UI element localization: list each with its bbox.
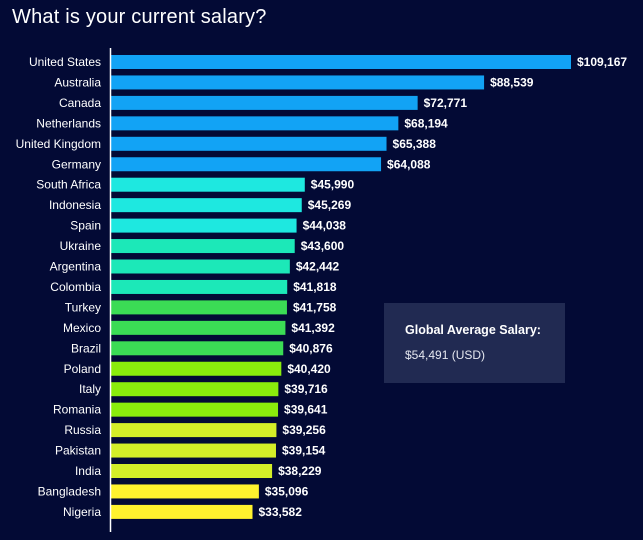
bar-pakistan xyxy=(111,443,276,458)
value-label: $41,392 xyxy=(291,321,335,335)
category-label: Brazil xyxy=(71,341,101,355)
global-average-box: Global Average Salary: $54,491 (USD) xyxy=(384,303,565,383)
bar-india xyxy=(111,464,273,478)
category-label: Mexico xyxy=(63,321,101,335)
bar-turkey xyxy=(111,300,287,315)
value-label: $33,582 xyxy=(259,505,303,519)
category-label: Germany xyxy=(52,157,101,171)
value-label: $39,154 xyxy=(282,444,326,458)
category-label: Spain xyxy=(70,219,101,233)
category-label: Colombia xyxy=(50,280,101,294)
bar-ukraine xyxy=(111,239,295,254)
value-label: $109,167 xyxy=(577,55,627,69)
bar-indonesia xyxy=(111,198,302,213)
bar-russia xyxy=(111,423,277,438)
global-average-title: Global Average Salary: xyxy=(405,323,541,337)
bar-romania xyxy=(111,402,279,417)
value-label: $72,771 xyxy=(424,96,468,110)
category-label: India xyxy=(75,464,101,478)
category-label: Poland xyxy=(64,362,101,376)
bar-germany xyxy=(111,157,382,172)
value-label: $39,641 xyxy=(284,403,328,417)
category-label: Ukraine xyxy=(60,239,102,253)
value-label: $45,269 xyxy=(308,198,352,212)
bar-australia xyxy=(111,75,485,90)
value-label: $38,229 xyxy=(278,464,322,478)
bar-nigeria xyxy=(111,504,253,519)
value-label: $41,818 xyxy=(293,280,337,294)
bar-colombia xyxy=(111,279,288,294)
value-label: $44,038 xyxy=(303,219,347,233)
category-label: Bangladesh xyxy=(38,484,101,498)
category-label: South Africa xyxy=(36,178,101,192)
value-label: $39,256 xyxy=(282,423,326,437)
value-label: $35,096 xyxy=(265,484,309,498)
value-label: $41,758 xyxy=(293,300,337,314)
bar-spain xyxy=(111,218,297,233)
value-label: $42,442 xyxy=(296,260,340,274)
category-label: Nigeria xyxy=(63,505,101,519)
category-label: Argentina xyxy=(50,260,102,274)
bar-united-kingdom xyxy=(111,136,387,151)
value-label: $64,088 xyxy=(387,157,431,171)
value-label: $65,388 xyxy=(393,137,437,151)
bar-mexico xyxy=(111,320,286,335)
bar-united-states xyxy=(111,55,571,69)
bar-brazil xyxy=(111,341,284,356)
bar-bangladesh xyxy=(111,484,259,499)
bars-group: United States $109,167 Australia $88,539 Can… xyxy=(16,55,627,519)
category-label: Netherlands xyxy=(36,116,101,130)
category-label: Indonesia xyxy=(49,198,101,212)
bar-south-africa xyxy=(111,177,305,192)
chart-title: What is your current salary? xyxy=(12,6,267,28)
value-label: $68,194 xyxy=(404,116,448,130)
value-label: $88,539 xyxy=(490,75,534,89)
bar-italy xyxy=(111,382,279,397)
value-label: $45,990 xyxy=(311,178,355,192)
bar-canada xyxy=(111,95,418,110)
category-label: Romania xyxy=(53,403,101,417)
category-label: Canada xyxy=(59,96,101,110)
bar-netherlands xyxy=(111,116,399,131)
category-label: Turkey xyxy=(65,300,101,314)
value-label: $40,876 xyxy=(289,341,333,355)
global-average-value: $54,491 (USD) xyxy=(405,348,486,362)
category-label: Russia xyxy=(64,423,101,437)
category-label: United States xyxy=(29,55,101,69)
bar-poland xyxy=(111,361,282,376)
category-label: Pakistan xyxy=(55,444,101,458)
category-label: United Kingdom xyxy=(16,137,101,151)
category-label: Italy xyxy=(79,382,101,396)
value-label: $40,420 xyxy=(287,362,331,376)
bar-argentina xyxy=(111,259,290,274)
value-label: $43,600 xyxy=(301,239,345,253)
value-label: $39,716 xyxy=(284,382,328,396)
category-label: Australia xyxy=(54,75,101,89)
